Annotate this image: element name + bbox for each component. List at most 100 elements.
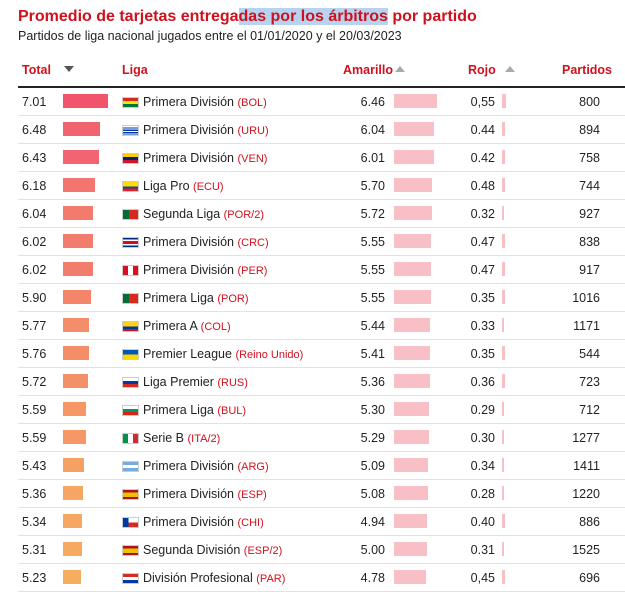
rojo-value: 0.36 <box>470 375 495 389</box>
total-value: 7.01 <box>22 95 47 109</box>
rojo-value: 0.47 <box>470 263 495 277</box>
amarillo-bar <box>394 430 429 444</box>
rojo-bar <box>502 318 504 332</box>
league-name: Primera División <box>143 151 234 165</box>
sort-icon[interactable] <box>395 66 405 72</box>
table-row: 5.76 Premier League (Reino Unido) 5.41 0.35… <box>18 340 625 368</box>
title-part: por partido <box>387 8 477 25</box>
league-cell: Primera Liga (POR) <box>143 291 249 305</box>
column-header-partidos[interactable]: Partidos <box>562 63 613 77</box>
amarillo-value: 5.29 <box>360 431 385 445</box>
rojo-value: 0,45 <box>470 571 495 585</box>
total-value: 6.04 <box>22 207 47 221</box>
league-cell: Primera División (BOL) <box>143 95 267 109</box>
league-name: Primera División <box>143 123 234 137</box>
bol-flag-icon <box>122 97 139 108</box>
por-flag-icon <box>122 209 139 220</box>
sort-icon[interactable] <box>505 66 515 72</box>
partidos-value: 917 <box>579 263 600 277</box>
rojo-value: 0.35 <box>470 347 495 361</box>
table-row: 6.43 Primera División (VEN) 6.01 0.42 758 <box>18 144 625 172</box>
league-code: (RUS) <box>217 377 248 389</box>
rojo-bar <box>502 290 505 304</box>
table-row: 5.77 Primera A (COL) 5.44 0.33 1171 <box>18 312 625 340</box>
total-bar <box>63 346 89 360</box>
league-cell: Primera División (ARG) <box>143 459 269 473</box>
par-flag-icon <box>122 573 139 584</box>
amarillo-value: 5.55 <box>360 235 385 249</box>
partidos-value: 544 <box>579 347 600 361</box>
esp-flag-icon <box>122 489 139 500</box>
per-flag-icon <box>122 265 139 276</box>
rojo-value: 0.44 <box>470 123 495 137</box>
table-row: 6.04 Segunda Liga (POR/2) 5.72 0.32 927 <box>18 200 625 228</box>
ita-flag-icon <box>122 433 139 444</box>
rojo-bar <box>502 206 504 220</box>
esp-flag-icon <box>122 545 139 556</box>
rojo-bar <box>502 570 505 584</box>
total-value: 5.34 <box>22 515 47 529</box>
rojo-value: 0.35 <box>470 291 495 305</box>
league-cell: Primera División (CHI) <box>143 515 264 529</box>
table-row: 5.59 Primera Liga (BUL) 5.30 0.29 712 <box>18 396 625 424</box>
total-bar <box>63 122 100 136</box>
total-bar <box>63 150 99 164</box>
amarillo-value: 5.00 <box>360 543 385 557</box>
ven-flag-icon <box>122 153 139 164</box>
bul-flag-icon <box>122 405 139 416</box>
league-cell: Premier League (Reino Unido) <box>143 347 303 361</box>
rojo-value: 0.42 <box>470 151 495 165</box>
title-highlighted-part: das por los árbitros <box>238 8 388 25</box>
crc-flag-icon <box>122 237 139 248</box>
amarillo-bar <box>394 290 431 304</box>
league-code: (Reino Unido) <box>235 349 304 361</box>
partidos-value: 696 <box>579 571 600 585</box>
league-code: (PAR) <box>256 573 286 585</box>
amarillo-bar <box>394 374 430 388</box>
column-header-total[interactable]: Total <box>22 63 51 77</box>
partidos-value: 712 <box>579 403 600 417</box>
sort-descending-icon[interactable] <box>64 66 74 72</box>
rojo-bar <box>502 234 505 248</box>
league-name: Serie B <box>143 431 184 445</box>
partidos-value: 927 <box>579 207 600 221</box>
uru-flag-icon <box>122 125 139 136</box>
amarillo-bar <box>394 570 426 584</box>
league-code: (ECU) <box>193 181 224 193</box>
total-bar <box>63 402 86 416</box>
total-bar <box>63 374 88 388</box>
league-name: Primera División <box>143 263 234 277</box>
league-code: (CHI) <box>237 517 264 529</box>
partidos-value: 744 <box>579 179 600 193</box>
column-header-amarillo[interactable]: Amarillo <box>343 63 394 77</box>
amarillo-bar <box>394 486 428 500</box>
column-header-rojo[interactable]: Rojo <box>468 63 496 77</box>
amarillo-value: 4.94 <box>360 515 385 529</box>
table-row: 5.34 Primera División (CHI) 4.94 0.40 886 <box>18 508 625 536</box>
partidos-value: 886 <box>579 515 600 529</box>
total-value: 6.48 <box>22 123 47 137</box>
page-title: Promedio de tarjetas entregadas por los … <box>18 8 477 26</box>
total-value: 5.72 <box>22 375 47 389</box>
total-bar <box>63 318 89 332</box>
rojo-value: 0.40 <box>470 515 495 529</box>
table-row: 7.01 Primera División (BOL) 6.46 0,55 800 <box>18 88 625 116</box>
league-cell: División Profesional (PAR) <box>143 571 285 585</box>
total-value: 6.18 <box>22 179 47 193</box>
league-code: (POR) <box>217 293 249 305</box>
partidos-value: 838 <box>579 235 600 249</box>
table-row: 5.59 Serie B (ITA/2) 5.29 0.30 1277 <box>18 424 625 452</box>
league-cell: Serie B (ITA/2) <box>143 431 220 445</box>
amarillo-bar <box>394 206 432 220</box>
league-cell: Segunda Liga (POR/2) <box>143 207 264 221</box>
amarillo-value: 5.36 <box>360 375 385 389</box>
column-header-liga[interactable]: Liga <box>122 63 148 77</box>
amarillo-value: 5.44 <box>360 319 385 333</box>
league-code: (ESP/2) <box>243 545 283 557</box>
league-cell: Primera Liga (BUL) <box>143 403 246 417</box>
league-cell: Segunda División (ESP/2) <box>143 543 282 557</box>
rojo-bar <box>502 94 506 108</box>
league-code: (PER) <box>237 265 268 277</box>
rojo-bar <box>502 458 504 472</box>
league-name: Primera División <box>143 235 234 249</box>
